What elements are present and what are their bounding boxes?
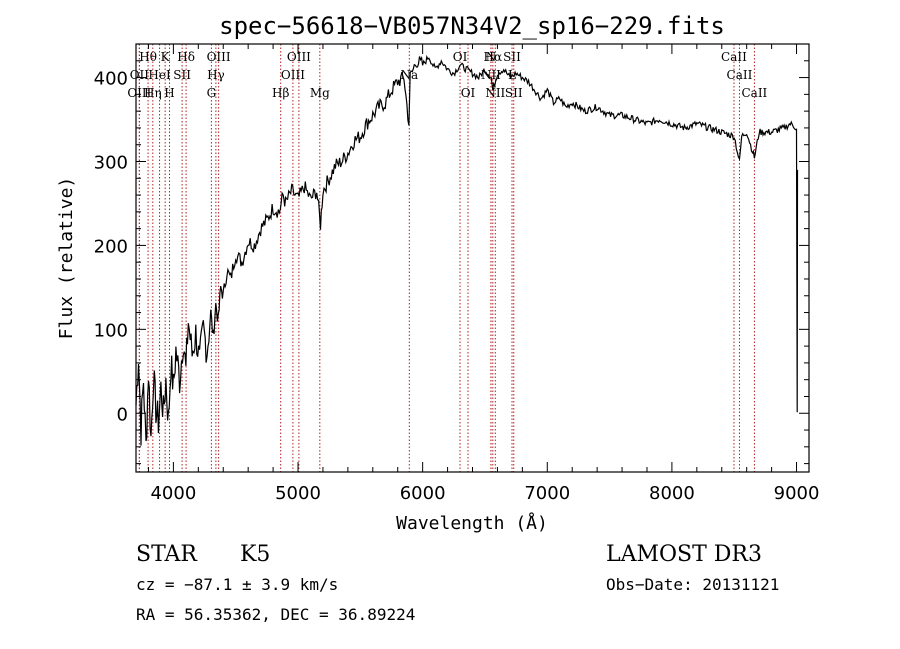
y-axis-label: Flux (relative)	[56, 177, 77, 340]
spectral-line-label: OIII	[127, 86, 151, 100]
spectral-line-label: NII	[485, 86, 505, 100]
spectral-line-label: CaII	[741, 86, 767, 100]
spectral-line-label: K	[161, 50, 171, 64]
y-tick-label: 400	[94, 69, 128, 90]
spectral-line-label: OIII	[287, 50, 311, 64]
spectral-line-labels: Hθ OII OIII HeI Hη K H SII Hδ OIII Hγ G Hβ OIII OIII Mg…	[127, 50, 767, 100]
spectral-line-label: CaII	[727, 68, 753, 82]
spectral-line-label: SII	[503, 50, 521, 64]
x-tick-label: 8000	[649, 483, 695, 504]
spectral-line-label: SII	[173, 68, 191, 82]
x-tick-label: 5000	[275, 483, 321, 504]
spectral-line-label: N	[486, 50, 497, 64]
plot-frame	[135, 43, 810, 473]
spectral-line-label: Hγ	[207, 68, 225, 82]
chart-title: spec−56618−VB057N34V2_sp16−229.fits	[219, 12, 725, 40]
spectral-line-label: OIII	[207, 50, 231, 64]
spectral-line-label: Hβ	[272, 86, 289, 100]
x-tick-labels: 4000 5000 6000 7000 8000 9000	[150, 483, 819, 504]
x-tick-label: 4000	[150, 483, 196, 504]
object-class: STAR	[136, 542, 198, 567]
y-tick-label: 200	[94, 236, 128, 257]
y-tick-labels: 0 100 200 300 400	[94, 69, 128, 426]
spectral-line-label: SII	[505, 86, 523, 100]
spectral-line-label: OI	[461, 86, 476, 100]
axis-ticks	[136, 43, 809, 472]
y-tick-label: 100	[94, 320, 128, 341]
spectral-line-label: OIII	[281, 68, 305, 82]
spectral-line-label: Hα	[484, 50, 503, 64]
redshift-info: cz = −87.1 ± 3.9 km/s	[136, 575, 338, 594]
survey-name: LAMOST DR3	[606, 542, 762, 567]
spectral-line-label: Hθ	[139, 50, 157, 64]
spectral-line-label: Mg	[310, 86, 330, 100]
x-tick-label: 9000	[774, 483, 820, 504]
spectral-line-label: Na	[400, 68, 418, 82]
coordinates: RA = 56.35362, DEC = 36.89224	[136, 605, 415, 624]
spectral-line-label: CaII	[721, 50, 747, 64]
spectral-line-label: G	[207, 86, 217, 100]
spectral-line-label: HeI	[148, 68, 171, 82]
spectral-line-label: Hδ	[177, 50, 195, 64]
x-tick-label: 7000	[524, 483, 570, 504]
spectral-line-label: OI	[453, 50, 468, 64]
spectral-line-label: H	[164, 86, 174, 100]
spectral-line-markers	[138, 44, 755, 472]
observation-date: Obs−Date: 20131121	[606, 575, 779, 594]
x-axis-label: Wavelength (Å)	[396, 512, 548, 534]
y-tick-label: 0	[117, 404, 128, 425]
y-tick-label: 300	[94, 152, 128, 173]
spectral-line-label: OII	[130, 68, 150, 82]
spectrum-line	[135, 54, 799, 446]
spectral-line-label: Hη	[144, 86, 162, 100]
x-tick-label: 6000	[400, 483, 446, 504]
object-subclass: K5	[240, 542, 270, 567]
